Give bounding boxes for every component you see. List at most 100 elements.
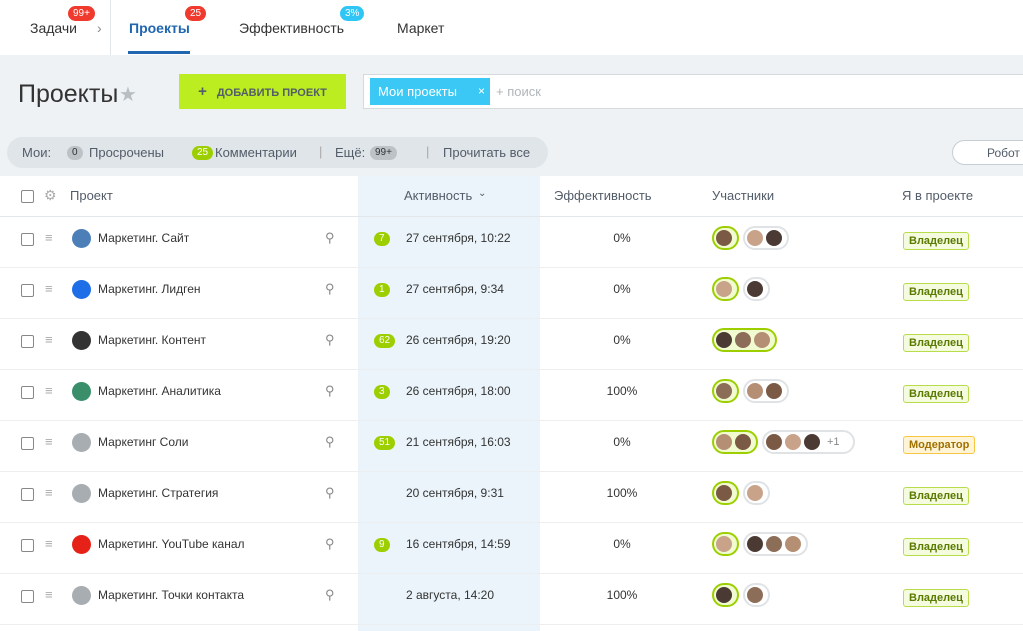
avatar: [716, 485, 732, 501]
role-badge: Владелец: [903, 283, 969, 301]
activity-date: 21 сентября, 16:03: [406, 435, 511, 449]
checkbox[interactable]: [21, 590, 34, 603]
checkbox[interactable]: [21, 190, 34, 203]
count-pill: 99+: [370, 146, 397, 160]
row-line: [0, 624, 1023, 625]
tab[interactable]: Проекты: [129, 20, 190, 36]
avatar: [716, 332, 732, 348]
active-underline: [128, 51, 190, 54]
gear: ⚙: [44, 187, 57, 203]
tab[interactable]: Задачи: [30, 20, 78, 36]
checkbox[interactable]: [21, 335, 34, 348]
more-label: Ещё:: [335, 145, 366, 160]
avatar: [804, 434, 820, 450]
avatar: [747, 536, 763, 552]
project-icon: [72, 331, 91, 350]
counters-label: Мои:: [22, 145, 52, 160]
row-line: [0, 471, 1023, 472]
column-header[interactable]: Проект: [70, 188, 113, 203]
activity-badge: 1: [374, 283, 390, 297]
tab-badge: 25: [185, 6, 207, 21]
activity-badge: 3: [374, 385, 390, 399]
tab[interactable]: Эффективность: [239, 20, 345, 36]
avatar: [785, 434, 801, 450]
avatar: [747, 485, 763, 501]
tab[interactable]: Маркет: [397, 20, 445, 36]
star-icon[interactable]: ★: [119, 84, 137, 106]
project-name[interactable]: Маркетинг. Сайт: [98, 231, 190, 245]
avatar: [716, 230, 732, 246]
avatar: [766, 536, 782, 552]
avatar: [735, 332, 751, 348]
project-name[interactable]: Маркетинг. Точки контакта: [98, 588, 245, 602]
column-header[interactable]: Активность: [404, 188, 473, 203]
column-header[interactable]: Участники: [712, 188, 775, 203]
efficiency: 0%: [613, 537, 631, 551]
avatar: [747, 230, 763, 246]
project-name[interactable]: Маркетинг Соли: [98, 435, 189, 449]
checkbox[interactable]: [21, 437, 34, 450]
drag-handle: ≡: [45, 587, 53, 602]
pin[interactable]: ⚲: [325, 485, 335, 500]
drag-handle: ≡: [45, 383, 53, 398]
efficiency: 0%: [613, 333, 631, 347]
robots-button[interactable]: Робот: [952, 140, 1023, 165]
read-all[interactable]: Прочитать все: [443, 145, 531, 160]
row-line: [0, 573, 1023, 574]
role-badge: Владелец: [903, 334, 969, 352]
sort-arrow: ⌄: [478, 188, 487, 199]
checkbox[interactable]: [21, 284, 34, 297]
project-name[interactable]: Маркетинг. YouTube канал: [98, 537, 245, 551]
avatar: [747, 587, 763, 603]
pin[interactable]: ⚲: [325, 587, 335, 602]
activity-date: 27 сентября, 9:34: [406, 282, 504, 296]
activity-badge: 51: [374, 436, 396, 450]
checkbox[interactable]: [21, 488, 34, 501]
checkbox[interactable]: [21, 539, 34, 552]
project-icon: [72, 586, 91, 605]
separator: [110, 0, 111, 55]
role-badge: Владелец: [903, 232, 969, 250]
avatar: [785, 536, 801, 552]
avatar: [716, 383, 732, 399]
activity-badge: 9: [374, 538, 390, 552]
checkbox[interactable]: [21, 233, 34, 246]
pin[interactable]: ⚲: [325, 536, 335, 551]
avatar: [747, 383, 763, 399]
checkbox[interactable]: [21, 386, 34, 399]
efficiency: 100%: [606, 384, 638, 398]
add-button[interactable]: + ДОБАВИТЬ ПРОЕКТ: [179, 74, 346, 109]
drag-handle: ≡: [45, 434, 53, 449]
column-header[interactable]: Я в проекте: [902, 188, 974, 203]
activity-date: 27 сентября, 10:22: [406, 231, 511, 245]
pin[interactable]: ⚲: [325, 332, 335, 347]
column-header[interactable]: Эффективность: [554, 188, 652, 203]
counter[interactable]: Комментарии: [215, 145, 297, 160]
avatar: [735, 434, 751, 450]
remove[interactable]: ×: [477, 84, 485, 98]
activity-badge: 7: [374, 232, 390, 246]
project-name[interactable]: Маркетинг. Аналитика: [98, 384, 221, 398]
counter[interactable]: Просрочены: [89, 145, 165, 160]
efficiency: 0%: [613, 231, 631, 245]
filter-label: Мои проекты: [378, 84, 457, 99]
project-name[interactable]: Маркетинг. Контент: [98, 333, 206, 347]
avatar: [747, 281, 763, 297]
pin[interactable]: ⚲: [325, 383, 335, 398]
activity-date: 26 сентября, 18:00: [406, 384, 511, 398]
filter-tag[interactable]: Мои проекты ×: [370, 78, 490, 105]
project-name[interactable]: Маркетинг. Стратегия: [98, 486, 219, 500]
pin[interactable]: ⚲: [325, 230, 335, 245]
avatar: [766, 230, 782, 246]
project-name[interactable]: Маркетинг. Лидген: [98, 282, 201, 296]
role-badge: Владелец: [903, 589, 969, 607]
search-placeholder: + поиск: [496, 84, 541, 99]
project-icon: [72, 484, 91, 503]
pin[interactable]: ⚲: [325, 434, 335, 449]
add-label: ДОБАВИТЬ ПРОЕКТ: [216, 87, 327, 99]
row-line: [0, 369, 1023, 370]
pin[interactable]: ⚲: [325, 281, 335, 296]
efficiency: 0%: [613, 435, 631, 449]
plus: +: [198, 83, 207, 100]
role-badge: Владелец: [903, 538, 969, 556]
